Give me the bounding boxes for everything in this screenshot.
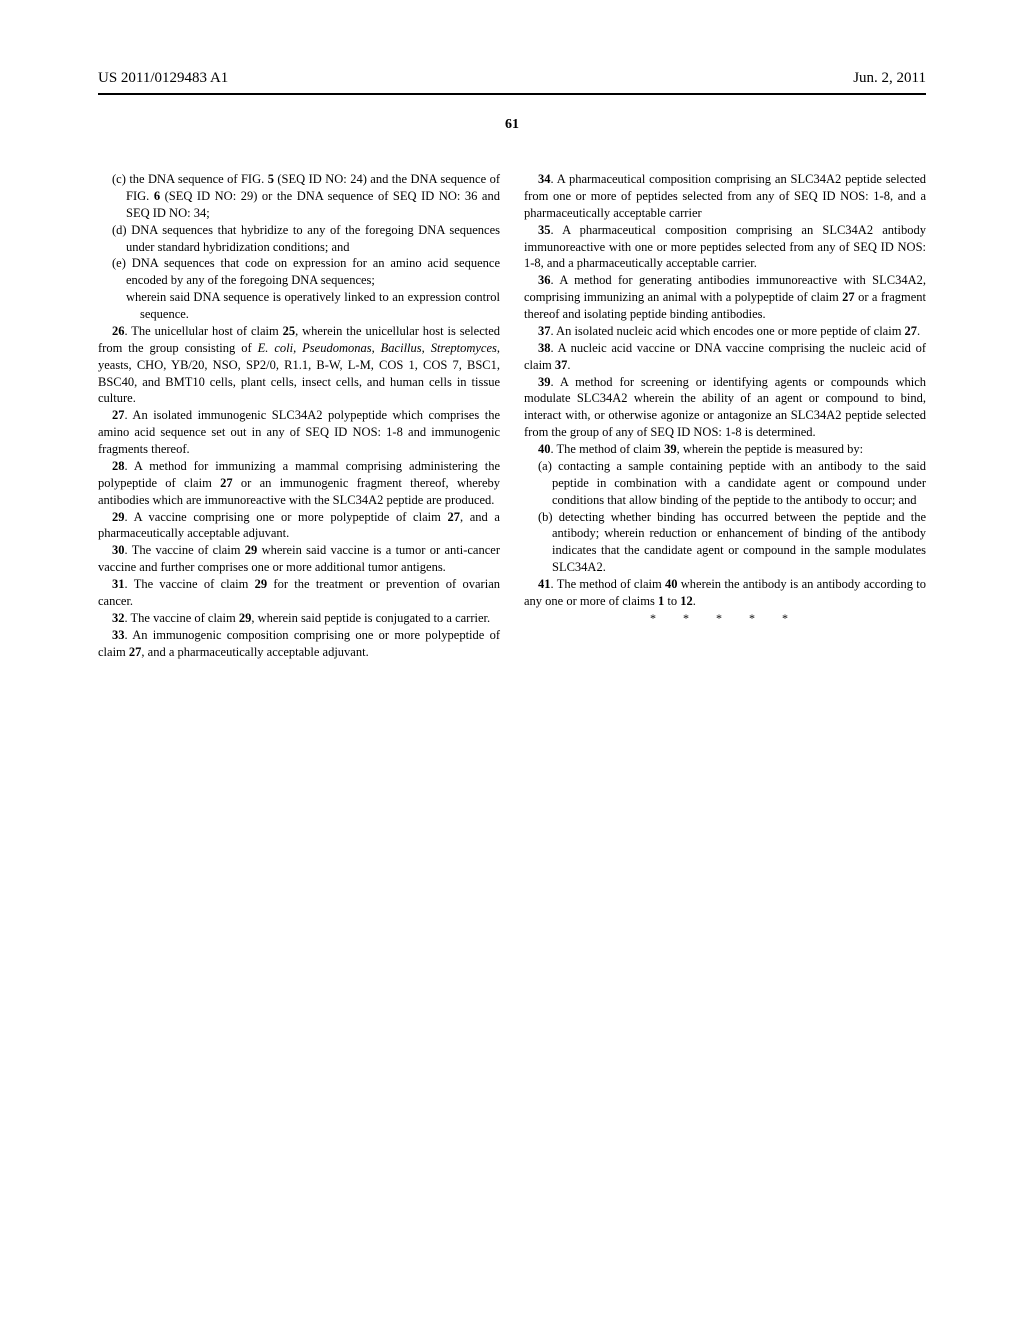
- claim-40-b: (b) detecting whether binding has occurr…: [524, 509, 926, 577]
- publication-date: Jun. 2, 2011: [853, 70, 926, 87]
- end-mark: * * * * *: [524, 610, 926, 626]
- item-e: (e) DNA sequences that code on expressio…: [98, 255, 500, 289]
- item-d: (d) DNA sequences that hybridize to any …: [98, 222, 500, 256]
- claim-32: 32. The vaccine of claim 29, wherein sai…: [98, 610, 500, 627]
- claim-33: 33. An immunogenic composition comprisin…: [98, 627, 500, 661]
- left-column: (c) the DNA sequence of FIG. 5 (SEQ ID N…: [98, 171, 500, 660]
- claim-36: 36. A method for generating antibodies i…: [524, 272, 926, 323]
- claim-27: 27. An isolated immunogenic SLC34A2 poly…: [98, 407, 500, 458]
- content-area: (c) the DNA sequence of FIG. 5 (SEQ ID N…: [0, 133, 1024, 660]
- publication-number: US 2011/0129483 A1: [98, 70, 228, 87]
- claim-40-a: (a) contacting a sample containing pepti…: [524, 458, 926, 509]
- claim-29: 29. A vaccine comprising one or more pol…: [98, 509, 500, 543]
- header-divider: [98, 93, 926, 95]
- claim-41: 41. The method of claim 40 wherein the a…: [524, 576, 926, 610]
- claim-30: 30. The vaccine of claim 29 wherein said…: [98, 542, 500, 576]
- claim-34: 34. A pharmaceutical composition compris…: [524, 171, 926, 222]
- claim-28: 28. A method for immunizing a mammal com…: [98, 458, 500, 509]
- claim-31: 31. The vaccine of claim 29 for the trea…: [98, 576, 500, 610]
- claim-38: 38. A nucleic acid vaccine or DNA vaccin…: [524, 340, 926, 374]
- claim-40: 40. The method of claim 39, wherein the …: [524, 441, 926, 458]
- claim-26: 26. The unicellular host of claim 25, wh…: [98, 323, 500, 407]
- claim-37: 37. An isolated nucleic acid which encod…: [524, 323, 926, 340]
- item-c: (c) the DNA sequence of FIG. 5 (SEQ ID N…: [98, 171, 500, 222]
- item-e-sub: wherein said DNA sequence is operatively…: [98, 289, 500, 323]
- claim-35: 35. A pharmaceutical composition compris…: [524, 222, 926, 273]
- claim-39: 39. A method for screening or identifyin…: [524, 374, 926, 442]
- right-column: 34. A pharmaceutical composition compris…: [524, 171, 926, 660]
- page-number: 61: [0, 117, 1024, 133]
